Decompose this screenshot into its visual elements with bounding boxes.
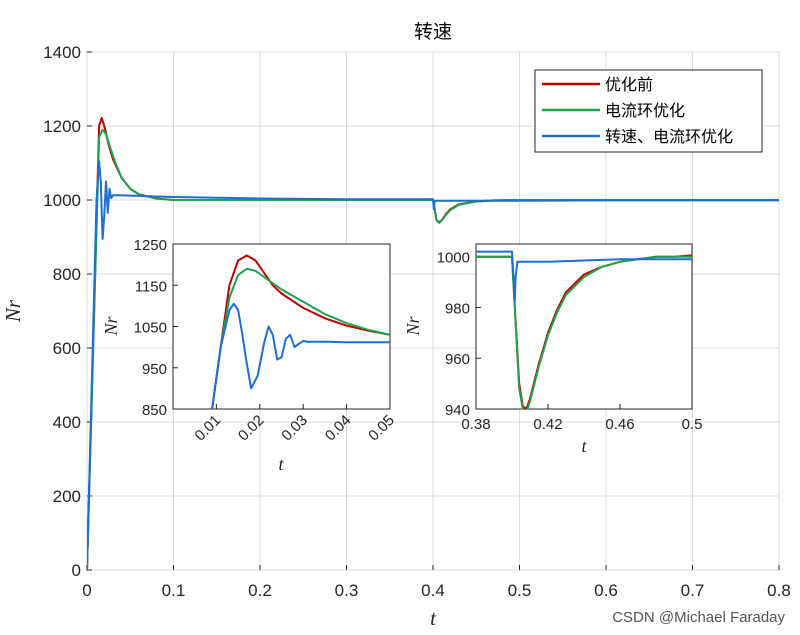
x-tick-label: 0.38 bbox=[461, 416, 490, 433]
x-axis-label: t bbox=[430, 606, 437, 630]
inset-right-y-label: Nr bbox=[403, 316, 423, 337]
inset-right-x-label: t bbox=[581, 436, 587, 456]
y-axis-label: Nr bbox=[1, 299, 25, 323]
y-tick-label: 800 bbox=[53, 265, 81, 284]
y-tick-label: 940 bbox=[445, 402, 470, 419]
y-tick-label: 1000 bbox=[43, 191, 81, 210]
inset-left-x-label: t bbox=[278, 454, 284, 474]
x-tick-label: 0.46 bbox=[605, 416, 634, 433]
y-tick-label: 200 bbox=[53, 487, 81, 506]
main-ticks: 0 0.1 0.2 0.3 0.4 0.5 0.6 0.7 0.8 0 200 400 600 800 10… bbox=[43, 43, 791, 600]
x-tick-label: 0.1 bbox=[162, 581, 186, 600]
y-tick-label: 1050 bbox=[134, 320, 167, 337]
inset-left-y-label: Nr bbox=[101, 316, 121, 337]
y-tick-label: 1200 bbox=[43, 117, 81, 136]
y-tick-label: 950 bbox=[142, 361, 167, 378]
inset-right-ticks: 0.38 0.42 0.46 0.5 940 960 980 1000 bbox=[437, 250, 703, 433]
y-tick-label: 980 bbox=[445, 300, 470, 317]
series-line-3 bbox=[476, 250, 692, 304]
legend-label-series2: 电流环优化 bbox=[605, 101, 685, 120]
y-tick-label: 850 bbox=[142, 402, 167, 419]
y-tick-label: 1150 bbox=[135, 278, 167, 295]
main-series-lines bbox=[87, 116, 779, 570]
y-tick-label: 1250 bbox=[134, 237, 167, 254]
series-line-3 bbox=[87, 160, 779, 570]
x-tick-label: 0.3 bbox=[335, 581, 359, 600]
x-tick-label: 0.42 bbox=[533, 416, 562, 433]
x-tick-label: 0.5 bbox=[682, 416, 703, 433]
inset-right-series-lines bbox=[476, 250, 692, 409]
x-tick-label: 0.8 bbox=[767, 581, 791, 600]
x-tick-label: 0.7 bbox=[681, 581, 705, 600]
series-line-2 bbox=[211, 267, 390, 409]
x-tick-label: 0.6 bbox=[594, 581, 618, 600]
x-tick-label: 0 bbox=[82, 581, 91, 600]
y-tick-label: 1000 bbox=[437, 250, 470, 267]
chart-title: 转速 bbox=[414, 21, 452, 43]
y-tick-label: 0 bbox=[72, 561, 81, 580]
x-tick-label: 0.2 bbox=[248, 581, 272, 600]
legend: 优化前 电流环优化 转速、电流环优化 bbox=[534, 69, 763, 153]
inset-right: 0.38 0.42 0.46 0.5 940 960 980 1000 t Nr bbox=[403, 243, 703, 456]
inset-right-plot-area bbox=[475, 243, 693, 410]
x-tick-label: 0.4 bbox=[421, 581, 445, 600]
legend-label-series1: 优化前 bbox=[605, 75, 653, 94]
series-line-3 bbox=[211, 302, 390, 409]
y-tick-label: 960 bbox=[445, 351, 470, 368]
inset-left-series-lines bbox=[211, 254, 390, 409]
y-tick-label: 1400 bbox=[43, 43, 81, 62]
y-tick-label: 600 bbox=[53, 339, 81, 358]
legend-label-series3: 转速、电流环优化 bbox=[605, 127, 733, 146]
watermark: CSDN @Michael Faraday bbox=[612, 609, 785, 626]
y-tick-label: 400 bbox=[53, 413, 81, 432]
x-tick-label: 0.5 bbox=[508, 581, 532, 600]
